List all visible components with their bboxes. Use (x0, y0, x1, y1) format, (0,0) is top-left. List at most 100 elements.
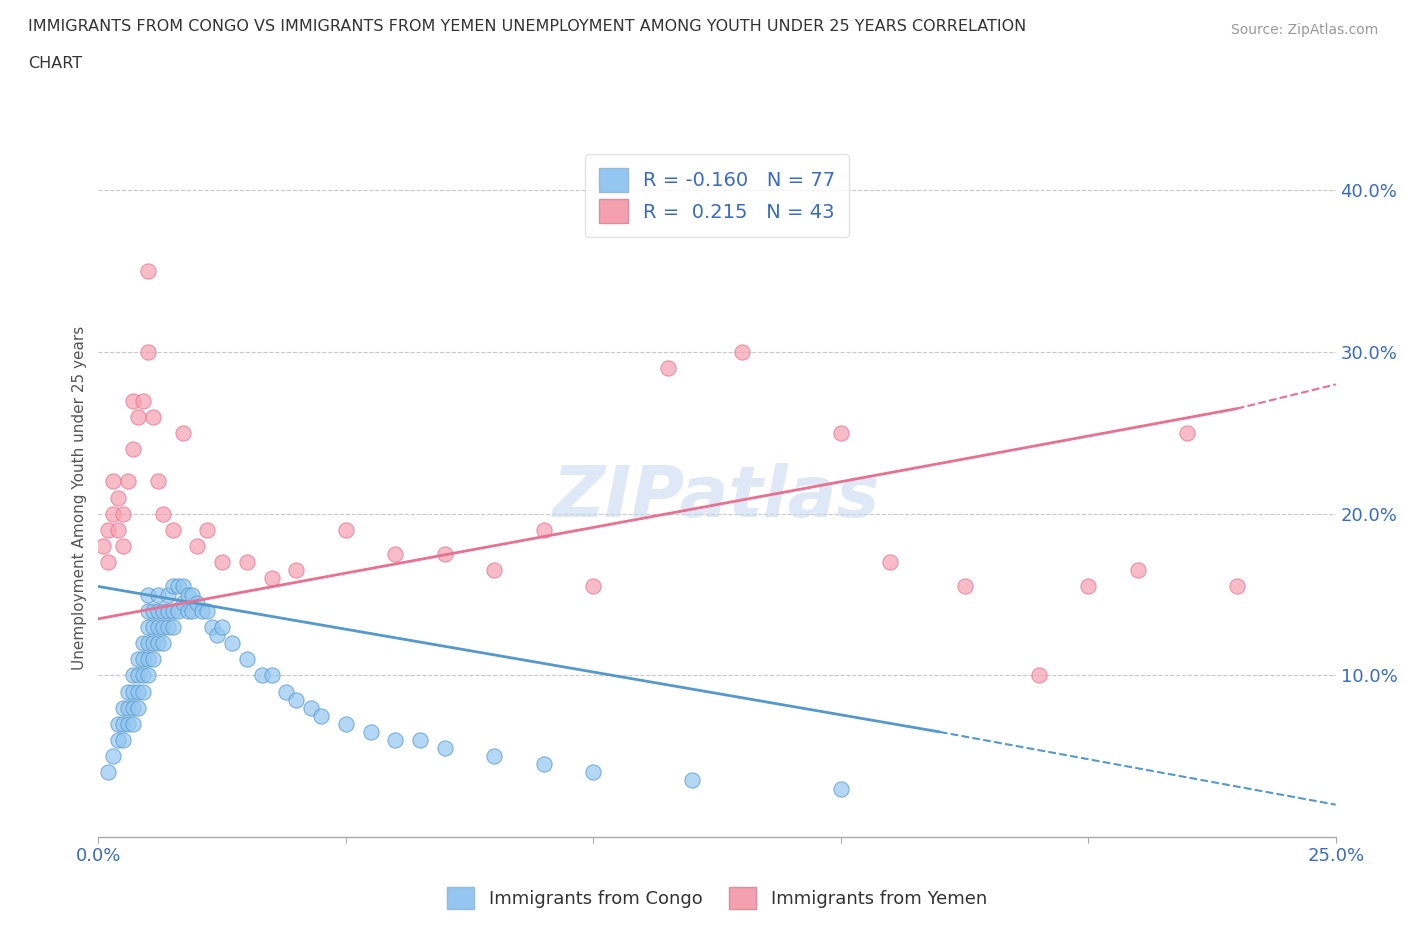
Point (172, 595, 194, 610)
Point (107, 733, 129, 748)
Point (195, 604, 218, 618)
Point (360, 724, 382, 739)
Point (681, 773, 703, 788)
Point (132, 684, 155, 699)
Text: CHART: CHART (28, 56, 82, 71)
Point (260, 668, 283, 683)
Point (484, 563, 506, 578)
Point (1226, 579, 1249, 594)
Point (181, 587, 204, 602)
Point (162, 579, 184, 594)
Point (122, 393, 145, 408)
Point (1126, 563, 1149, 578)
Point (142, 604, 165, 618)
Point (122, 684, 145, 699)
Legend: Immigrants from Congo, Immigrants from Yemen: Immigrants from Congo, Immigrants from Y… (440, 880, 994, 916)
Point (236, 555, 259, 570)
Point (384, 547, 406, 562)
Point (122, 716, 145, 731)
Point (186, 538, 208, 553)
Point (1077, 579, 1099, 594)
Point (953, 579, 976, 594)
Point (195, 523, 218, 538)
Point (176, 587, 198, 602)
Point (127, 652, 149, 667)
Point (127, 668, 149, 683)
Point (162, 523, 184, 538)
Point (152, 635, 174, 650)
Point (136, 604, 159, 618)
Point (260, 571, 283, 586)
Point (152, 619, 174, 634)
Point (136, 264, 159, 279)
Point (156, 587, 179, 602)
Point (879, 555, 901, 570)
Point (107, 716, 129, 731)
Point (309, 709, 332, 724)
Point (136, 635, 159, 650)
Point (533, 523, 555, 538)
Point (103, 506, 125, 521)
Point (107, 523, 129, 538)
Point (146, 474, 169, 489)
Point (122, 442, 145, 457)
Point (112, 700, 135, 715)
Point (181, 604, 204, 618)
Point (142, 409, 165, 424)
Point (533, 757, 555, 772)
Point (582, 579, 605, 594)
Point (211, 619, 233, 634)
Point (103, 749, 125, 764)
Point (156, 619, 179, 634)
Point (142, 619, 165, 634)
Point (582, 764, 605, 779)
Point (132, 668, 155, 683)
Point (172, 579, 194, 594)
Point (136, 587, 159, 602)
Point (136, 668, 159, 683)
Point (152, 604, 174, 618)
Point (132, 652, 155, 667)
Point (285, 563, 308, 578)
Point (433, 740, 456, 755)
Point (484, 749, 506, 764)
Point (335, 523, 357, 538)
Point (236, 652, 259, 667)
Point (162, 619, 184, 634)
Point (112, 716, 135, 731)
Point (146, 604, 169, 618)
Point (103, 474, 125, 489)
Point (93, 538, 115, 553)
Point (142, 652, 165, 667)
Point (186, 595, 208, 610)
Point (162, 604, 184, 618)
Point (250, 668, 273, 683)
Point (657, 361, 679, 376)
Point (731, 345, 754, 360)
Point (166, 579, 188, 594)
Point (132, 635, 155, 650)
Point (117, 684, 139, 699)
Point (221, 635, 243, 650)
Point (127, 700, 149, 715)
Point (384, 733, 406, 748)
Point (1028, 668, 1050, 683)
Point (1175, 425, 1198, 440)
Point (201, 619, 224, 634)
Point (112, 506, 135, 521)
Point (97, 764, 120, 779)
Point (299, 700, 322, 715)
Point (112, 733, 135, 748)
Point (117, 716, 139, 731)
Point (166, 604, 188, 618)
Point (112, 538, 135, 553)
Point (276, 684, 298, 699)
Point (152, 506, 174, 521)
Point (136, 652, 159, 667)
Point (107, 490, 129, 505)
Point (136, 619, 159, 634)
Point (127, 684, 149, 699)
Point (146, 619, 169, 634)
Point (172, 425, 194, 440)
Point (132, 393, 155, 408)
